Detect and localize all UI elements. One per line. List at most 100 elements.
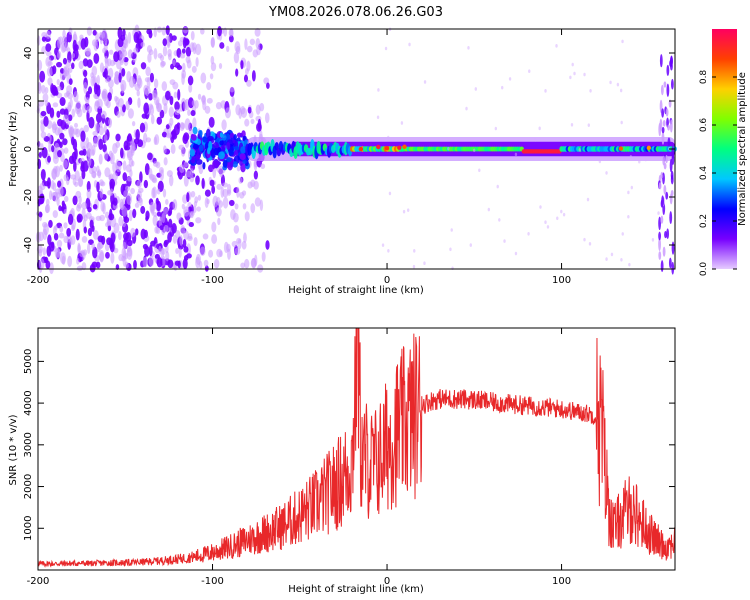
snr-x-tick-label: -100 (201, 576, 224, 587)
spectrogram-x-tick-label: 100 (552, 275, 571, 286)
spectrogram-cell (496, 184, 499, 189)
spectrogram-cell (666, 64, 670, 76)
spectrogram-cell (141, 113, 148, 119)
spectrogram-cell (665, 108, 669, 117)
spectrogram-cell (162, 255, 166, 267)
spectrogram-cell (152, 214, 158, 227)
spectrogram-cell (103, 124, 108, 134)
spectrogram-cell (96, 181, 100, 193)
spectrogram-cell (66, 227, 72, 237)
spectrogram-cell (388, 191, 392, 196)
spectrogram-cell (376, 144, 381, 150)
spectrogram-cell (92, 29, 97, 36)
spectrogram-cell (498, 218, 501, 222)
spectrogram-cell (528, 69, 531, 74)
spectrogram-cell (62, 57, 68, 65)
spectrogram-cell (156, 257, 163, 268)
spectrogram-cell (174, 108, 181, 116)
spectrogram-cell (628, 262, 631, 267)
spectrogram-cell (669, 211, 673, 225)
spectrogram-cell (133, 31, 140, 44)
spectrogram-cell (74, 170, 80, 182)
spectrogram-cell (81, 235, 88, 243)
spectrogram-cell (162, 38, 168, 47)
spectrogram-cell (171, 35, 177, 41)
spectrogram-cell (125, 100, 130, 111)
spectrogram-cell (192, 117, 197, 130)
spectrogram-cell (59, 164, 63, 172)
spectrogram-cell (183, 161, 189, 168)
spectrogram-cell (46, 66, 53, 77)
spectrogram-cell (213, 147, 219, 155)
spectrogram-cell (231, 96, 235, 106)
spectrogram-cell (76, 202, 83, 209)
spectrogram-y-tick-label: 0 (23, 146, 34, 152)
spectrogram-cell (62, 35, 67, 43)
spectrogram-cell (657, 211, 660, 215)
spectrogram-cell (233, 224, 240, 234)
spectrogram-cell (534, 138, 537, 142)
spectrogram-cell (119, 53, 125, 64)
spectrogram-cell (137, 139, 144, 148)
spectrogram-cell (244, 118, 250, 127)
spectrogram-cell (89, 166, 94, 175)
spectrogram-cell (156, 116, 163, 125)
spectrogram-cell (51, 145, 55, 153)
spectrogram-cell (255, 104, 261, 115)
spectrogram-cell (153, 47, 158, 60)
spectrogram-cell (668, 257, 672, 269)
spectrogram-cell (149, 104, 155, 116)
spectrogram-cell (154, 96, 160, 106)
spectrogram-cell (120, 83, 125, 94)
spectrogram-cell (226, 189, 232, 196)
spectrogram-cell (72, 195, 78, 206)
spectrogram-cell (659, 54, 663, 68)
spectrogram-cell (171, 223, 177, 234)
spectrogram-cell (406, 208, 410, 212)
spectrogram-cell (121, 205, 128, 217)
spectrogram-cell (192, 143, 199, 150)
spectrogram-cell (538, 126, 541, 131)
spectrogram-cell (229, 86, 235, 93)
spectrogram-cell (247, 181, 253, 189)
spectrogram-cell (143, 179, 149, 189)
spectrogram-cell (216, 183, 222, 190)
spectrogram-cell (127, 49, 133, 59)
spectrogram-cell (173, 91, 178, 99)
spectrogram-cell (154, 225, 159, 234)
spectrogram-cell (605, 257, 608, 261)
spectrogram-cell (605, 171, 608, 175)
spectrogram-image (35, 24, 677, 275)
spectrogram-cell (132, 78, 137, 87)
spectrogram-cell (226, 45, 230, 52)
spectrogram-cell (98, 249, 105, 262)
spectrogram-cell (48, 219, 53, 228)
colorbar-tick-label: 0.4 (699, 166, 709, 181)
spectrogram-cell (142, 132, 148, 144)
spectrogram-cell (47, 155, 51, 163)
snr-ticks: -200 -100 0 100 1000 2000 3000 4000 5000 (23, 328, 675, 587)
spectrogram-cell (234, 247, 241, 256)
spectrogram-cell (70, 235, 76, 246)
spectrogram-cell (122, 104, 126, 113)
spectrogram-cell (589, 88, 592, 93)
spectrogram-cell (193, 236, 198, 247)
spectrogram-cell (105, 251, 110, 259)
spectrogram-cell (156, 211, 162, 217)
spectrogram-cell (97, 235, 104, 243)
spectrogram-cell (663, 184, 667, 195)
spectrogram-cell (236, 132, 242, 138)
spectrogram-cell (667, 124, 671, 131)
spectrogram-cell (117, 37, 124, 48)
spectrogram-cell (99, 62, 104, 73)
spectrogram-cell (503, 239, 506, 243)
spectrogram-cell (69, 98, 73, 108)
spectrogram-cell (130, 227, 136, 238)
spectrogram-cell (38, 151, 42, 158)
spectrogram-cell (41, 36, 46, 42)
spectrogram-cell (38, 211, 43, 218)
spectrogram-cell (199, 246, 206, 256)
spectrogram-cell (113, 76, 118, 84)
spectrogram-cell (408, 42, 411, 47)
spectrogram-cell (38, 258, 45, 270)
